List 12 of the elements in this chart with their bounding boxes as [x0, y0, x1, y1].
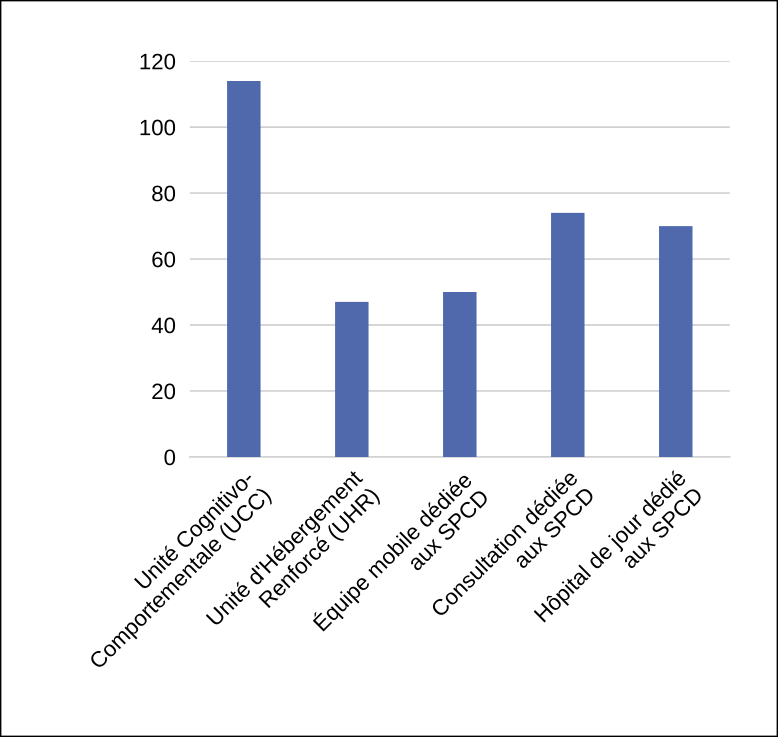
y-tick-label: 80 [152, 186, 176, 202]
y-tick-label: 0 [164, 449, 176, 466]
bar [335, 302, 369, 457]
y-tick-label: 40 [152, 318, 176, 334]
bar [659, 226, 693, 457]
y-tick-label: 20 [152, 384, 176, 400]
bar [227, 80, 261, 457]
y-tick-label: 120 [140, 54, 176, 70]
bar [443, 292, 477, 457]
bar [551, 212, 585, 457]
y-tick-label: 60 [152, 252, 176, 268]
y-tick-label: 100 [140, 120, 176, 136]
